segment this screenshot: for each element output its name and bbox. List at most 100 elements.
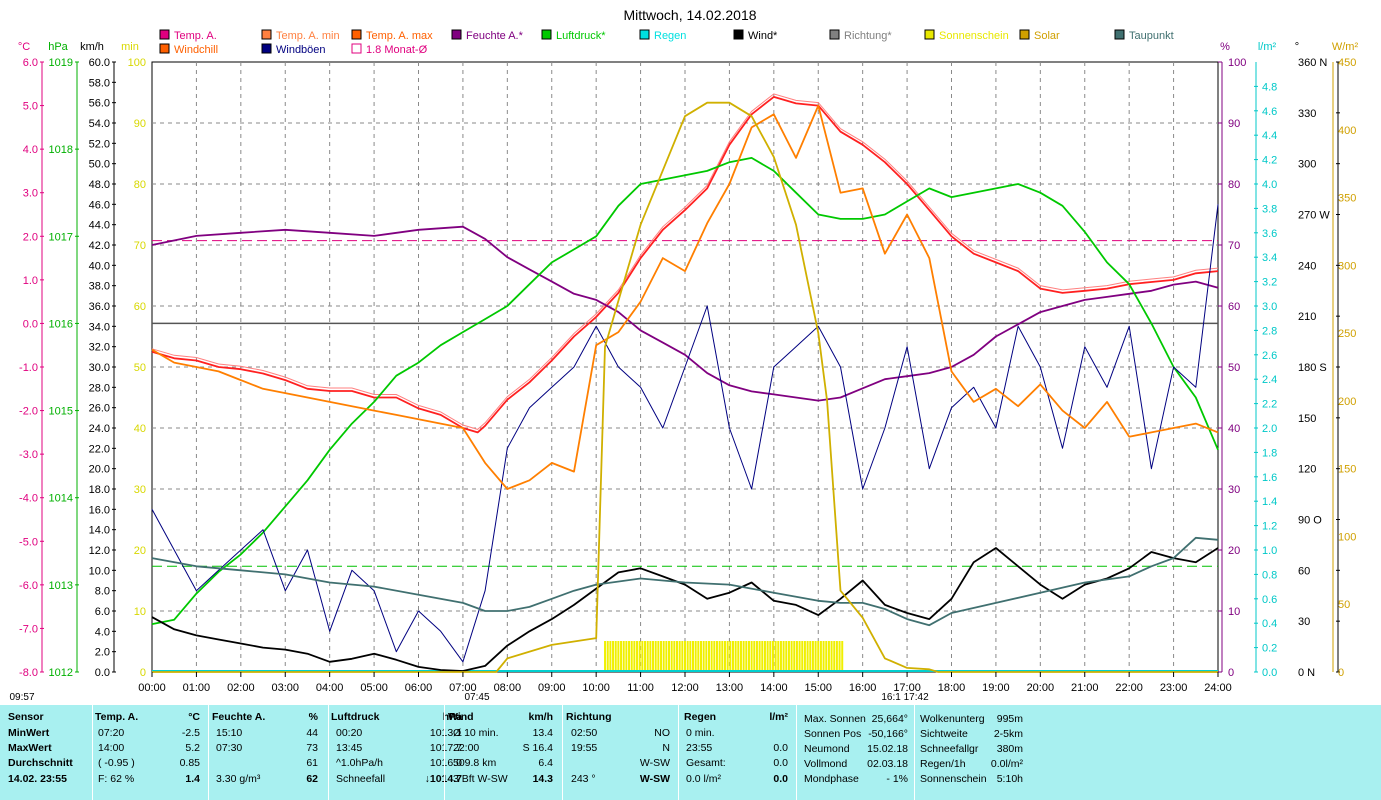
rain_lm2-tick-label: 2.4 (1262, 374, 1277, 386)
wind_kmh-tick-label: 6.0 (95, 606, 110, 618)
x-tick-label: 04:00 (316, 682, 344, 694)
wind_kmh-tick-label: 60.0 (89, 57, 110, 69)
x-tick-label: 17:00 (893, 682, 921, 694)
col_astro-label: Sonnen Pos (804, 728, 862, 740)
direction_deg-tick-label: 0 N (1298, 667, 1315, 679)
x-tick-label: 23:00 (1160, 682, 1188, 694)
col_hum-header: Feuchte A. (212, 711, 266, 723)
wind_kmh-tick-label: 18.0 (89, 484, 110, 496)
legend-label: Temp. A. min (276, 30, 340, 42)
col_wind-value: 6.4 (538, 757, 553, 769)
x-tick-label: 00:00 (138, 682, 166, 694)
rain_lm2-tick-label: 4.0 (1262, 179, 1277, 191)
legend-label: Windböen (276, 44, 326, 56)
col_astro-value: 15.02.18 (867, 743, 908, 755)
col_misc-value: 2-5km (993, 728, 1023, 740)
wind_kmh-tick-label: 56.0 (89, 98, 110, 110)
col_temp-sub: 07:20 (98, 727, 125, 739)
rain_lm2-tick-label: 3.0 (1262, 301, 1277, 313)
legend-label: Feuchte A.* (466, 30, 524, 42)
col_misc-label: Schneefallgr (920, 743, 979, 755)
col_wind-header: Wind (448, 711, 474, 723)
x-tick-label: 21:00 (1071, 682, 1099, 694)
panel-separator (914, 705, 915, 800)
direction_deg-tick-label: 270 W (1298, 210, 1330, 222)
temp_c-tick-label: -2.0 (19, 406, 38, 418)
wind_kmh-tick-label: 14.0 (89, 525, 110, 537)
wind_kmh-tick-label: 8.0 (95, 586, 110, 598)
min_scale-tick-label: 90 (134, 118, 146, 130)
legend-label: Luftdruck* (556, 30, 606, 42)
col_misc-label: Sichtweite (920, 728, 968, 740)
col_temp-value: -2.5 (181, 727, 200, 739)
rain_lm2-tick-label: 0.4 (1262, 618, 1277, 630)
col_astro-label: Mondphase (804, 773, 859, 785)
solar_wm2-tick-label: 450 (1338, 57, 1356, 69)
col_temp-sub: F: 62 % (98, 773, 135, 785)
direction_deg-tick-label: 120 (1298, 464, 1316, 476)
col_temp-value: 5.2 (185, 742, 200, 754)
col_press-value: 1016.0 (429, 757, 462, 769)
temp_c-tick-label: -6.0 (19, 580, 38, 592)
temp_c-unit-label: °C (18, 41, 30, 53)
panel-separator (796, 705, 797, 800)
x-tick-label: 03:00 (271, 682, 299, 694)
solar_wm2-unit-label: W/m² (1332, 41, 1359, 53)
humidity_pct-tick-label: 20 (1228, 545, 1240, 557)
sensor-header: Sensor (8, 711, 44, 723)
col_rain-value: 0.0 (773, 757, 788, 769)
wind_kmh-unit-label: km/h (80, 41, 104, 53)
series-line-3 (151, 547, 1219, 672)
rain_lm2-tick-label: 1.8 (1262, 447, 1277, 459)
solar_wm2-tick-label: 350 (1338, 193, 1356, 205)
temp_c-tick-label: 4.0 (23, 144, 38, 156)
col_misc-value: 380m (996, 743, 1023, 755)
humidity_pct-tick-label: 30 (1228, 484, 1240, 496)
legend-label: Windchill (174, 44, 218, 56)
rain_lm2-tick-label: 4.4 (1262, 130, 1277, 142)
direction_deg-tick-label: 330 (1298, 108, 1316, 120)
col_misc-label: Sonnenschein (920, 773, 987, 785)
sun-time-label: 09:57 (9, 692, 34, 703)
col_rain-value: 0.0 (773, 742, 788, 754)
min_scale-tick-label: 10 (134, 606, 146, 618)
humidity_pct-tick-label: 100 (1228, 57, 1246, 69)
legend-swatch (351, 29, 362, 40)
min_scale-tick-label: 60 (134, 301, 146, 313)
series-line-1 (151, 225, 1219, 402)
wind_kmh-tick-label: 52.0 (89, 138, 110, 150)
direction_deg-tick-label: 360 N (1298, 57, 1327, 69)
rain_lm2-tick-label: 0.8 (1262, 569, 1277, 581)
temp_c-tick-label: 1.0 (23, 275, 38, 287)
col_hum-sub: 15:10 (216, 727, 243, 739)
col_rain-sub: 23:55 (686, 742, 713, 754)
solar_wm2-tick-label: 0 (1338, 667, 1344, 679)
col_wind-sub: 22:00 (453, 742, 480, 754)
direction_deg-tick-label: 30 (1298, 616, 1310, 628)
wind_kmh-tick-label: 4.0 (95, 626, 110, 638)
wind_kmh-tick-label: 32.0 (89, 342, 110, 354)
stats-panel: Sensor MinWert MaxWert Durchschnitt 14.02. 2… (0, 705, 1381, 800)
min_scale-tick-label: 80 (134, 179, 146, 191)
x-tick-label: 13:00 (716, 682, 744, 694)
sensor-row-label: 14.02. 23:55 (8, 773, 67, 785)
temp_c-tick-label: -4.0 (19, 493, 38, 505)
col_dir-value: NO (654, 727, 670, 739)
col_dir-value: W-SW (639, 773, 670, 785)
col_astro-value: - 1% (886, 773, 908, 785)
rain_lm2-tick-label: 3.4 (1262, 252, 1277, 264)
x-tick-label: 24:00 (1204, 682, 1232, 694)
wind_kmh-tick-label: 22.0 (89, 443, 110, 455)
legend-label: Temp. A. max (366, 30, 433, 42)
x-tick-label: 11:00 (627, 682, 654, 694)
rain_lm2-tick-label: 2.0 (1262, 423, 1277, 435)
direction_deg-unit-label: ° (1295, 41, 1299, 53)
col_astro-value: -50,166° (868, 728, 908, 740)
col_wind-unit: km/h (528, 711, 553, 723)
min_scale-tick-label: 50 (134, 362, 146, 374)
pressure_hpa-tick-label: 1012 (49, 667, 73, 679)
x-tick-label: 07:00 (449, 682, 477, 694)
sensor-row-label: Durchschnitt (8, 757, 73, 769)
rain_lm2-tick-label: 3.2 (1262, 277, 1277, 289)
temp_c-tick-label: 2.0 (23, 231, 38, 243)
